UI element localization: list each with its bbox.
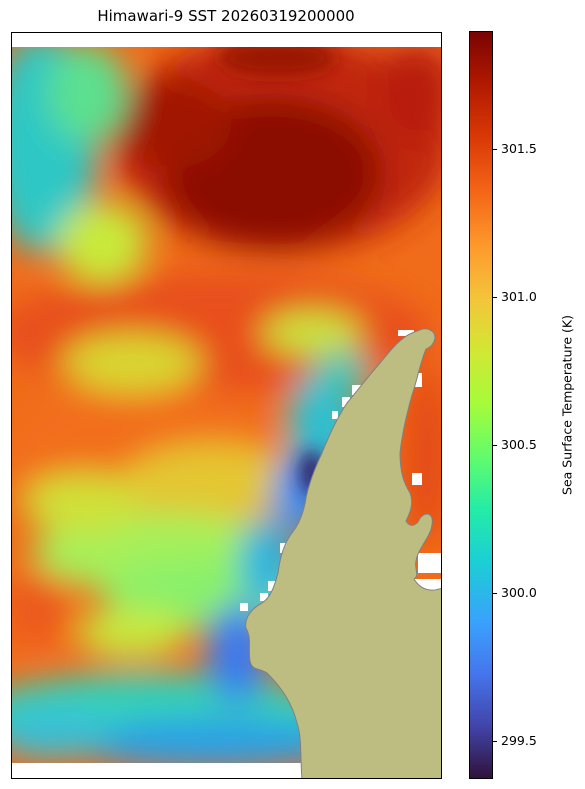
colorbar-tick-label: 300.5 bbox=[501, 437, 537, 452]
colorbar bbox=[469, 31, 493, 779]
colorbar-tick-label: 301.0 bbox=[501, 289, 537, 304]
land-peninsula bbox=[245, 328, 441, 778]
map-title: Himawari-9 SST 20260319200000 bbox=[97, 7, 355, 25]
colorbar-tick-label: 300.0 bbox=[501, 585, 537, 600]
colorbar-tick-label: 299.5 bbox=[501, 733, 537, 748]
colorbar-gradient bbox=[470, 32, 492, 778]
colorbar-label: Sea Surface Temperature (K) bbox=[559, 315, 575, 495]
sst-map bbox=[12, 33, 441, 778]
sst-field bbox=[12, 47, 441, 763]
sst-map-panel bbox=[11, 32, 442, 779]
colorbar-tick bbox=[493, 149, 497, 150]
colorbar-tick-label: 301.5 bbox=[501, 141, 537, 156]
colorbar-tick bbox=[493, 297, 497, 298]
colorbar-tick bbox=[493, 593, 497, 594]
colorbar-tick bbox=[493, 741, 497, 742]
colorbar-tick bbox=[493, 445, 497, 446]
